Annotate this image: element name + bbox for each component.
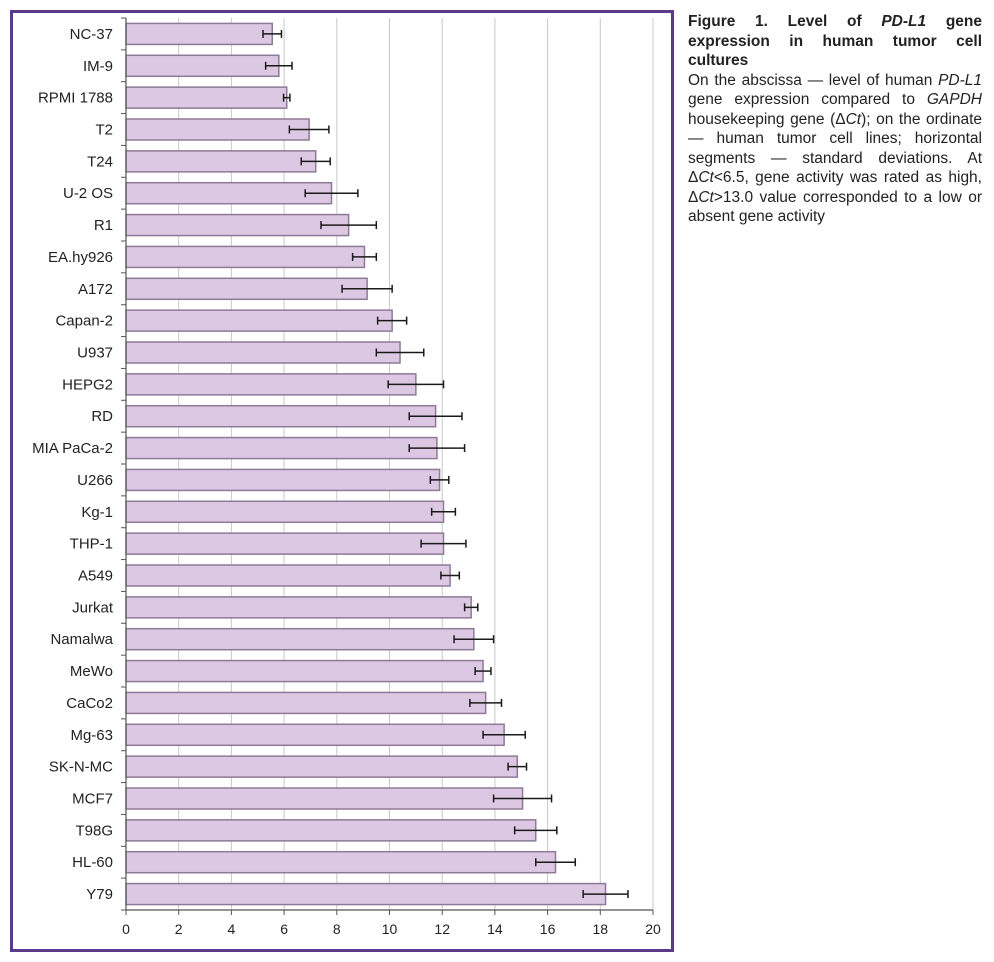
caption-title-gene: PD-L1 xyxy=(881,13,927,30)
figure-caption: Figure 1. Level of PD-L1 gene expression… xyxy=(688,12,982,227)
x-tick-label: 16 xyxy=(540,921,556,937)
bar xyxy=(125,181,333,205)
x-tick-label: 20 xyxy=(645,921,661,937)
category-label: Mg-63 xyxy=(70,727,113,744)
category-label: U-2 OS xyxy=(63,185,113,202)
category-label: Namalwa xyxy=(50,631,113,648)
bar xyxy=(125,564,451,587)
x-tick-label: 2 xyxy=(175,921,183,937)
bar xyxy=(125,86,288,109)
category-label: Kg-1 xyxy=(81,504,113,521)
bar xyxy=(125,627,475,651)
caption-body: On the abscissa — level of human PD-L1 g… xyxy=(688,71,982,227)
caption-ct-3: Ct xyxy=(698,188,714,206)
bar xyxy=(125,404,437,428)
category-label: MIA PaCa-2 xyxy=(32,440,113,457)
bar xyxy=(125,54,280,78)
caption-title: Figure 1. Level of PD-L1 gene expression… xyxy=(688,13,982,69)
bar xyxy=(125,150,317,173)
bar xyxy=(125,787,524,810)
x-tick-label: 6 xyxy=(280,921,288,937)
caption-title-suffix: gene expression in human tumor cell cult… xyxy=(688,13,983,69)
category-label: T2 xyxy=(95,122,113,139)
category-label: R1 xyxy=(94,217,113,234)
caption-gene-1: PD-L1 xyxy=(938,71,982,89)
bar xyxy=(125,691,487,715)
x-tick-label: 12 xyxy=(434,921,450,937)
x-tick-label: 0 xyxy=(122,921,130,937)
caption-title-prefix: Figure 1. Level of xyxy=(688,13,882,30)
bar xyxy=(125,245,366,269)
category-label: T98G xyxy=(75,822,113,839)
category-label: Capan-2 xyxy=(55,313,113,330)
bar xyxy=(125,468,441,492)
caption-ct-2: Ct xyxy=(698,169,714,186)
x-tick-label: 4 xyxy=(228,921,236,937)
caption-text-6: >13.0 value corresponded to a low or abs… xyxy=(688,188,982,226)
category-label: Y79 xyxy=(86,886,113,903)
bar xyxy=(125,596,472,619)
bar xyxy=(125,309,393,332)
category-label: A172 xyxy=(78,281,113,298)
caption-gene-2: GAPDH xyxy=(926,91,982,108)
x-tick-label: 10 xyxy=(382,921,398,937)
bar xyxy=(125,819,537,842)
category-label: NC-37 xyxy=(70,26,113,43)
caption-text-2: gene expression compared to xyxy=(688,91,927,108)
category-label: MeWo xyxy=(70,663,113,680)
category-label: IM-9 xyxy=(83,58,113,75)
category-label: RD xyxy=(91,408,113,425)
bar xyxy=(125,436,438,460)
bar xyxy=(125,755,519,778)
category-label: A549 xyxy=(78,568,113,585)
caption-text-1: On the abscissa — level of human xyxy=(688,71,939,89)
bar xyxy=(125,500,445,524)
bar xyxy=(125,118,310,141)
bar xyxy=(125,277,368,301)
category-label: U937 xyxy=(77,345,113,362)
bar xyxy=(125,850,557,874)
category-label: T24 xyxy=(87,153,113,170)
caption-text-4: ); on the ordinate — human tumor cell li… xyxy=(688,110,982,187)
x-tick-label: 14 xyxy=(487,921,503,937)
category-label: HEPG2 xyxy=(62,376,113,393)
category-label: Jurkat xyxy=(72,599,114,616)
bar xyxy=(125,341,401,364)
category-label: RPMI 1788 xyxy=(38,90,113,107)
bar xyxy=(125,882,607,906)
bar xyxy=(125,532,445,555)
category-label: U266 xyxy=(77,472,113,489)
bar xyxy=(125,213,350,237)
bar-chart: NC-37 IM-9 RPMI 1788 T2 T24 U-2 OS R1 EA.hy926 A… xyxy=(32,17,661,937)
x-tick-label: 18 xyxy=(593,921,609,937)
caption-ct-1: Ct xyxy=(845,110,862,128)
figure-frame: NC-37 IM-9 RPMI 1788 T2 T24 U-2 OS R1 EA.hy926 A… xyxy=(10,10,674,952)
bar xyxy=(125,373,417,396)
caption-text-3: housekeeping gene (Δ xyxy=(688,110,846,128)
x-tick-label: 8 xyxy=(333,921,341,937)
category-label: MCF7 xyxy=(72,791,113,808)
bar xyxy=(125,22,273,46)
category-label: EA.hy926 xyxy=(48,249,113,266)
category-label: HL-60 xyxy=(72,854,113,871)
category-label: SK-N-MC xyxy=(49,759,113,776)
category-label: CaCo2 xyxy=(66,695,113,712)
caption-text-5: <6.5, gene activity was rated as high, Δ xyxy=(688,169,982,206)
labels: NC-37 IM-9 RPMI 1788 T2 T24 U-2 OS R1 EA.hy926 A… xyxy=(32,26,661,937)
bars xyxy=(125,22,607,906)
bar xyxy=(125,659,484,683)
category-label: THP-1 xyxy=(70,536,113,553)
axes xyxy=(121,17,654,915)
bar xyxy=(125,723,505,747)
error-bars xyxy=(262,29,629,899)
